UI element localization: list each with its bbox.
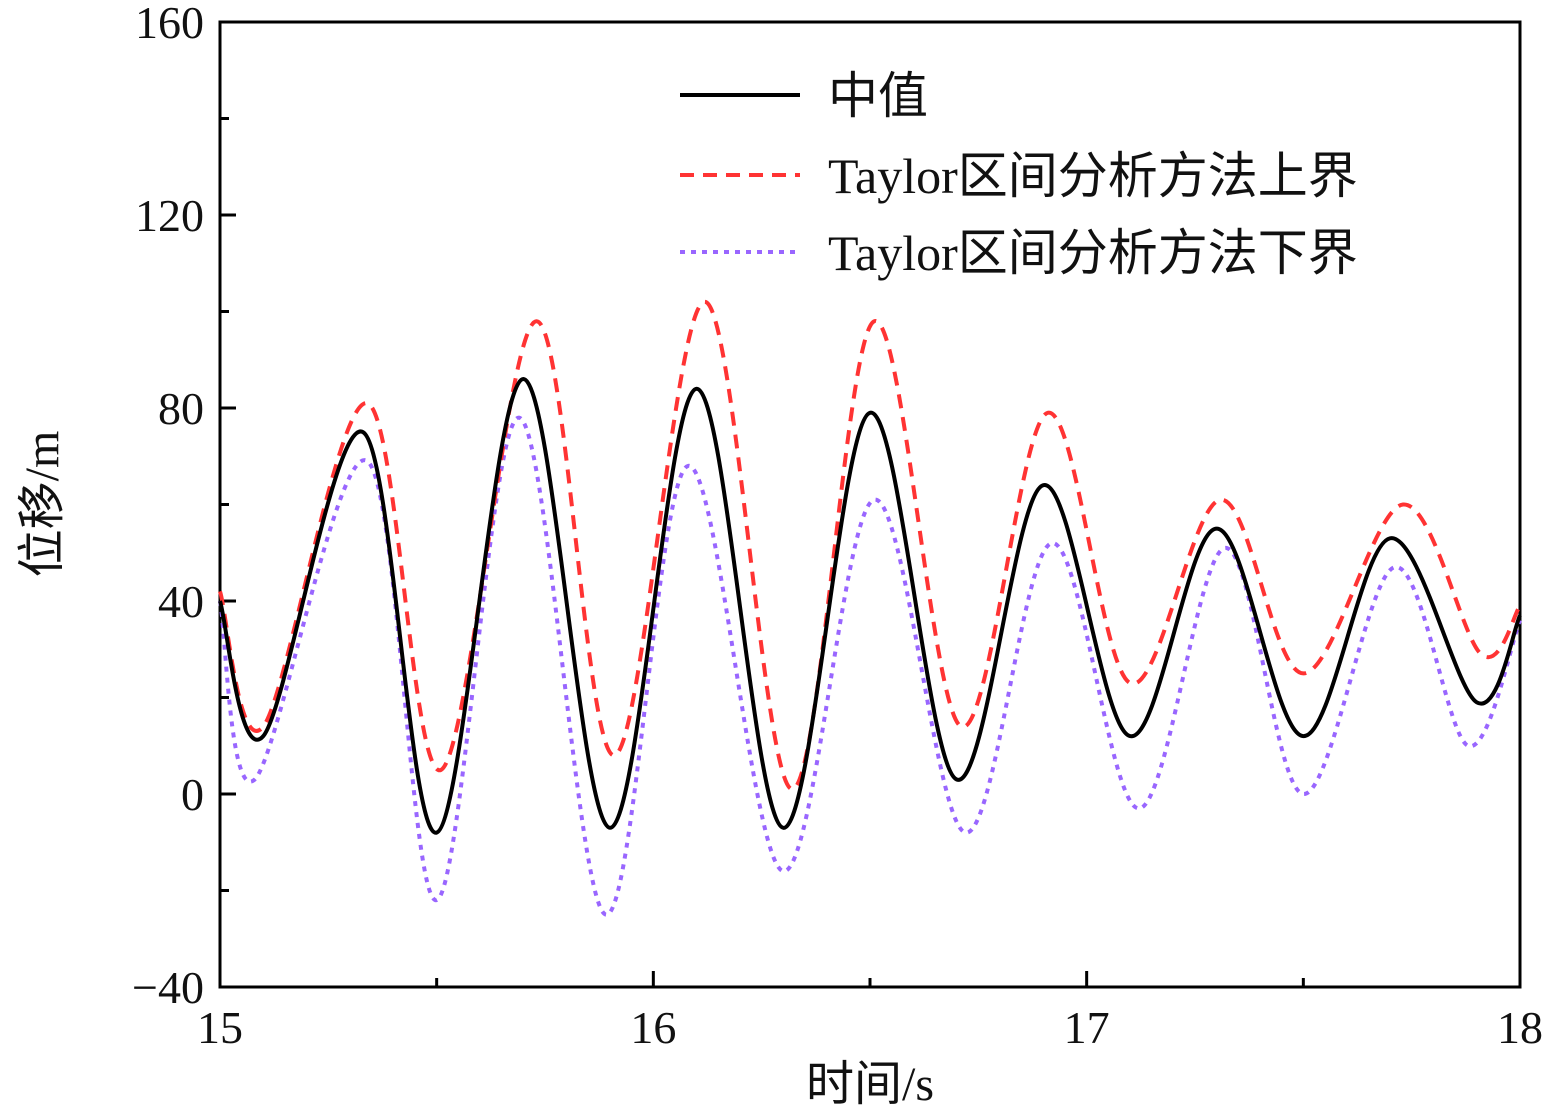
y-tick-label: 80 xyxy=(158,383,204,434)
series-line-upper-bound xyxy=(218,299,1522,792)
legend-label-median: 中值 xyxy=(828,68,928,124)
x-tick-label: 18 xyxy=(1497,1002,1543,1053)
series-line-median xyxy=(218,376,1522,835)
y-tick-label: 0 xyxy=(181,769,204,820)
axes: 15 16 17 18 −40 0 40 80 120 160 xyxy=(132,0,1543,1053)
legend-label-lower-bound: Taylor区间分析方法下界 xyxy=(828,225,1358,281)
y-tick-label: 120 xyxy=(135,190,204,241)
legend-label-upper-bound: Taylor区间分析方法上界 xyxy=(828,148,1358,204)
y-axis-title: 位移/m xyxy=(16,431,69,578)
legend: 中值 Taylor区间分析方法上界 Taylor区间分析方法下界 xyxy=(680,68,1358,281)
x-axis-title: 时间/s xyxy=(806,1058,934,1110)
x-tick-label: 16 xyxy=(630,1002,676,1053)
x-tick-label: 15 xyxy=(197,1002,243,1053)
y-tick-label: 40 xyxy=(158,576,204,627)
y-tick-label: −40 xyxy=(132,962,204,1013)
series-group xyxy=(218,299,1522,917)
x-tick-label: 17 xyxy=(1064,1002,1110,1053)
y-tick-label: 160 xyxy=(135,0,204,48)
